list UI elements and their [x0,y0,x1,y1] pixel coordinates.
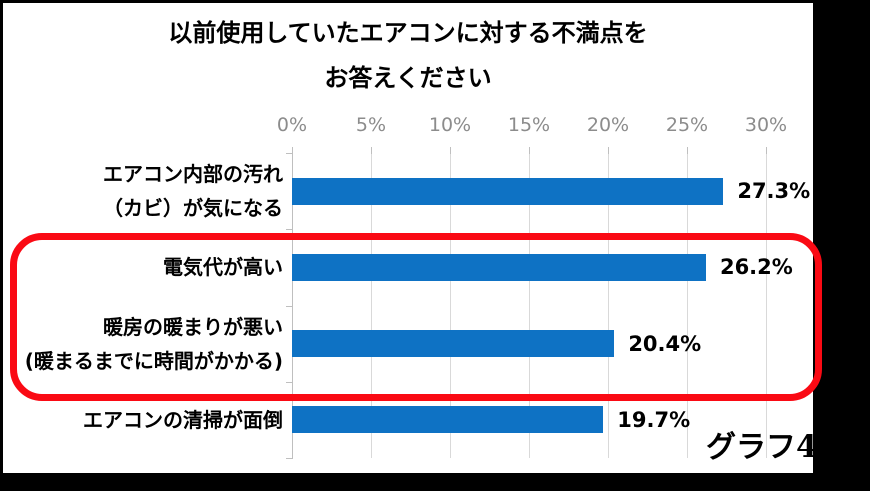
x-axis-tick-label: 20% [586,114,630,136]
bar-暖房の暖まりが悪い(暖まるまでに時間がかかる) [292,330,615,358]
category-label: 電気代が高い [0,250,283,284]
gridline [766,153,767,458]
x-axis-tick-mark [687,147,688,154]
category-label-line: （カビ）が気になる [103,196,283,221]
gridline [529,153,530,458]
category-axis-tick-mark [286,458,293,459]
category-label: エアコン内部の汚れ （カビ）が気になる [0,157,283,225]
category-axis-tick-mark [286,229,293,231]
gridline [687,153,688,458]
category-axis-tick-mark [286,381,293,383]
x-axis-tick-label: 5% [355,114,387,136]
category-label-line: 電気代が高い [163,255,283,280]
category-label: エアコンの清掃が面倒 [0,403,283,437]
x-axis-tick-label: 25% [665,114,709,136]
chart-title-line-2: お答えください [324,64,492,92]
category-label-line: エアコンの清掃が面倒 [83,407,283,432]
x-axis-tick-label: 30% [744,114,788,136]
bar-電気代が高い [292,253,706,281]
gridline [371,153,372,458]
data-label: 19.7% [617,407,691,432]
x-axis-tick-mark [292,147,293,154]
gridline [450,153,451,458]
plot-area [292,153,767,458]
graph-caption: グラフ4 [706,422,818,466]
x-axis-tick-label: 10% [428,114,472,136]
x-axis-tick-mark [371,147,372,154]
data-label: 20.4% [628,331,702,356]
x-axis-tick-mark [529,147,530,154]
data-label: 26.2% [719,255,793,280]
category-axis-line [292,147,293,458]
category-axis-tick-mark [286,305,293,307]
graph-caption-number: 4 [796,429,818,465]
x-axis-tick-label: 15% [507,114,551,136]
gridline [608,153,609,458]
x-axis-tick-mark [450,147,451,154]
category-label-line: エアコン内部の汚れ [103,162,283,187]
graph-caption-label: グラフ [706,430,796,465]
bar-エアコン内部の汚れ（カビ）が気になる [292,177,724,205]
category-label: 暖房の暖まりが悪い (暖まるまでに時間がかかる) [0,310,283,378]
x-axis-tick-mark [766,147,767,154]
category-label-line: 暖房の暖まりが悪い [103,314,283,339]
chart-title: 以前使用していたエアコンに対する不満点を お答えください [3,11,813,101]
chart-title-line-1: 以前使用していたエアコンに対する不満点を [168,19,648,47]
category-axis-tick-mark [286,153,293,154]
chart-panel: 以前使用していたエアコンに対する不満点を お答えください グラフ4 0% 5% 10… [0,3,822,473]
category-label-line: (暖まるまでに時間がかかる) [24,348,283,373]
x-axis-tick-mark [608,147,609,154]
data-label: 27.3% [737,179,811,204]
bar-エアコンの清掃が面倒 [292,406,604,434]
x-axis-tick-label: 0% [276,114,308,136]
